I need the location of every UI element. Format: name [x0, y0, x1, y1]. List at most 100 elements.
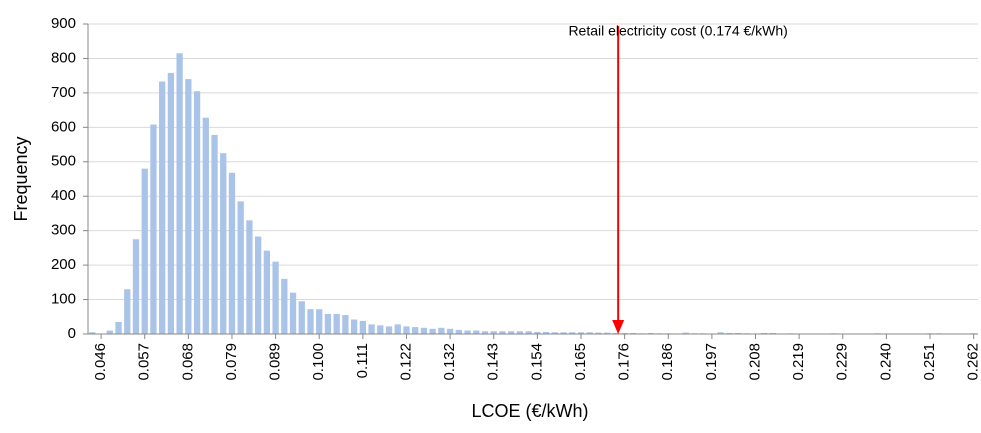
bar [569, 332, 576, 334]
x-tick-label: 0.079 [223, 343, 240, 381]
y-tick-label: 600 [51, 118, 76, 135]
x-tick-label: 0.111 [354, 343, 371, 378]
x-tick-label: 0.208 [746, 343, 763, 381]
bar [167, 72, 175, 335]
bar [481, 331, 489, 334]
bar [577, 332, 585, 334]
bar [604, 332, 611, 334]
bar [769, 332, 777, 334]
x-tick-label: 0.197 [703, 343, 720, 381]
bar [385, 326, 393, 334]
y-tick-label: 900 [51, 15, 76, 32]
bar [612, 332, 620, 334]
bar [150, 124, 157, 334]
y-tick-label: 100 [51, 291, 76, 308]
bar [508, 331, 515, 334]
bar [429, 328, 436, 334]
x-tick-label: 0.068 [179, 343, 196, 381]
x-tick-label: 0.176 [616, 343, 633, 381]
bar [89, 332, 96, 334]
bar [159, 81, 166, 335]
x-tick-label: 0.143 [485, 343, 502, 381]
x-tick-label: 0.057 [136, 343, 153, 381]
y-tick-label: 300 [51, 222, 76, 239]
bar [298, 301, 305, 334]
bar [490, 331, 497, 334]
x-tick-label: 0.219 [790, 343, 807, 381]
y-tick-label: 800 [51, 49, 76, 66]
y-tick-label: 400 [51, 187, 76, 204]
annotation-text: Retail electricity cost (0.174 €/kWh) [568, 23, 787, 39]
bar [255, 236, 262, 334]
x-tick-label: 0.100 [310, 343, 327, 381]
bar [403, 326, 410, 334]
bar [734, 332, 742, 334]
bar [350, 319, 358, 334]
bar [630, 332, 637, 334]
bar [647, 332, 654, 334]
annotation-arrowhead [612, 320, 625, 334]
bar [220, 153, 227, 334]
x-tick-label: 0.089 [267, 343, 284, 381]
bar [359, 320, 366, 334]
x-tick-label: 0.229 [834, 343, 851, 381]
y-tick-label: 0 [68, 325, 76, 342]
x-axis-title: LCOE (€/kWh) [471, 401, 588, 421]
bar [272, 261, 279, 334]
bar [542, 331, 550, 334]
x-tick-label: 0.046 [92, 343, 109, 381]
bar [368, 324, 375, 334]
bar [761, 332, 768, 334]
bar [185, 79, 192, 334]
bar [202, 117, 209, 334]
bar [420, 327, 428, 334]
y-tick-label: 700 [51, 84, 76, 101]
y-axis-title: Frequency [11, 136, 31, 221]
bar [193, 91, 201, 335]
bar [516, 331, 524, 334]
x-tick-label: 0.122 [397, 343, 414, 381]
bar [307, 309, 314, 334]
bar [534, 331, 541, 334]
bar [595, 332, 602, 334]
bar [586, 332, 593, 334]
bar [717, 332, 724, 334]
x-tick-label: 0.165 [572, 343, 589, 381]
bar [377, 325, 384, 334]
bar [455, 329, 462, 334]
x-tick-label: 0.154 [528, 343, 545, 381]
bar [246, 220, 253, 334]
y-tick-label: 500 [51, 153, 76, 170]
x-tick-label: 0.262 [965, 343, 981, 381]
bar [446, 328, 454, 334]
bar [263, 250, 271, 334]
bar [228, 172, 236, 334]
bar [551, 332, 558, 334]
bar [473, 330, 480, 334]
x-tick-label: 0.132 [441, 343, 458, 381]
bar [176, 53, 183, 335]
bar [682, 332, 689, 334]
bar [237, 201, 244, 334]
x-tick-label: 0.251 [921, 343, 938, 381]
bar [525, 331, 532, 334]
bar [394, 324, 401, 334]
bar [289, 292, 297, 334]
bar [124, 289, 131, 334]
bar [211, 134, 218, 334]
bar [342, 315, 349, 334]
bar [499, 331, 506, 334]
bar [141, 168, 148, 334]
bar [560, 332, 567, 334]
x-tick-label: 0.240 [877, 343, 894, 381]
bar [316, 309, 323, 334]
bar [324, 314, 332, 334]
bar [106, 330, 113, 334]
bar [438, 327, 445, 334]
bar [281, 278, 288, 334]
bar [412, 327, 419, 334]
y-tick-label: 200 [51, 256, 76, 273]
bar [464, 330, 471, 334]
bar [132, 239, 140, 334]
